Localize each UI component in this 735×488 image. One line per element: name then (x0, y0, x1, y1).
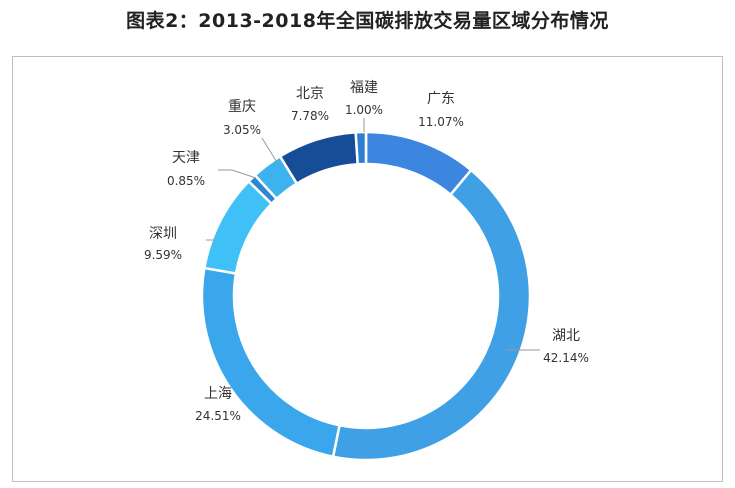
slices-group (200, 130, 532, 462)
slice-value-北京: 7.78% (291, 109, 329, 123)
slice-福建 (354, 130, 368, 166)
labels-group: 广东 11.07% 湖北 42.14% 上海 24.51% 深圳 9.59% 天津 0.85% 重庆… (144, 80, 589, 423)
leader-line-重庆 (261, 137, 279, 165)
slice-上海 (200, 266, 341, 459)
slice-label-天津: 天津 (172, 150, 200, 166)
leader-lines-group (206, 118, 540, 351)
slice-广东 (364, 130, 473, 197)
leader-line-天津 (218, 169, 257, 179)
slice-value-深圳: 9.59% (144, 248, 182, 262)
slice-value-福建: 1.00% (345, 103, 383, 117)
chart-title: 图表2：2013-2018年全国碳排放交易量区域分布情况 (126, 10, 609, 32)
slice-value-天津: 0.85% (167, 174, 205, 188)
slice-value-广东: 11.07% (418, 115, 464, 129)
slice-label-重庆: 重庆 (228, 99, 256, 115)
slice-label-广东: 广东 (427, 91, 455, 107)
slice-label-上海: 上海 (204, 386, 232, 402)
slice-label-深圳: 深圳 (149, 226, 177, 242)
slice-北京 (278, 130, 360, 186)
slice-湖北 (331, 168, 532, 462)
chart-panel (12, 56, 723, 482)
slice-value-湖北: 42.14% (543, 351, 589, 365)
slice-value-重庆: 3.05% (223, 123, 261, 137)
slice-label-福建: 福建 (350, 80, 378, 96)
slice-value-上海: 24.51% (195, 409, 241, 423)
slice-label-湖北: 湖北 (552, 328, 580, 344)
slice-label-北京: 北京 (296, 86, 324, 102)
